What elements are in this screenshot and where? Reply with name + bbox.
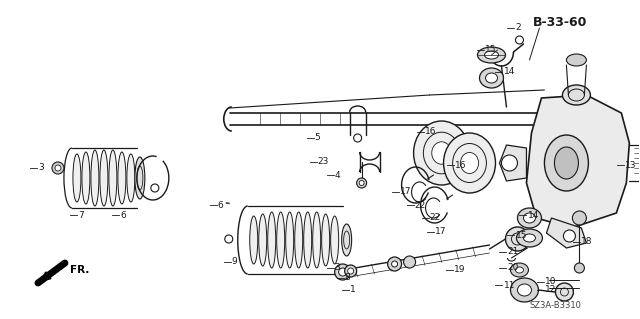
Ellipse shape xyxy=(575,263,584,273)
Ellipse shape xyxy=(304,212,312,268)
Ellipse shape xyxy=(322,214,330,266)
Text: 23: 23 xyxy=(317,158,329,167)
Text: 7: 7 xyxy=(78,211,84,219)
Ellipse shape xyxy=(515,267,524,273)
Text: 8: 8 xyxy=(345,273,350,283)
Text: 17: 17 xyxy=(399,188,411,197)
Ellipse shape xyxy=(268,212,276,268)
Text: 4: 4 xyxy=(335,170,340,180)
Ellipse shape xyxy=(331,216,339,264)
Text: 12: 12 xyxy=(545,286,557,294)
Ellipse shape xyxy=(127,154,135,202)
Ellipse shape xyxy=(563,85,590,105)
Ellipse shape xyxy=(313,212,321,268)
Text: 19: 19 xyxy=(454,265,465,275)
Ellipse shape xyxy=(545,135,588,191)
Ellipse shape xyxy=(250,216,258,264)
Ellipse shape xyxy=(511,263,529,277)
Text: 1: 1 xyxy=(349,286,355,294)
Text: 15: 15 xyxy=(484,46,496,55)
Circle shape xyxy=(515,36,524,44)
Ellipse shape xyxy=(259,214,267,266)
Text: B-33-60: B-33-60 xyxy=(532,16,587,28)
Text: 10: 10 xyxy=(545,278,557,286)
Ellipse shape xyxy=(276,212,285,268)
Ellipse shape xyxy=(52,162,64,174)
Ellipse shape xyxy=(345,265,356,277)
Text: FR.: FR. xyxy=(70,265,90,275)
Circle shape xyxy=(502,155,518,171)
Ellipse shape xyxy=(82,152,90,204)
Ellipse shape xyxy=(339,268,347,276)
Text: 14: 14 xyxy=(504,68,515,77)
Text: 14: 14 xyxy=(527,211,539,219)
Text: SZ3A-B3310: SZ3A-B3310 xyxy=(529,300,581,309)
Text: 22: 22 xyxy=(415,201,426,210)
Circle shape xyxy=(506,227,529,251)
Ellipse shape xyxy=(55,165,61,171)
Text: 21: 21 xyxy=(508,248,519,256)
Ellipse shape xyxy=(477,47,506,63)
Text: 9: 9 xyxy=(232,257,237,266)
Text: 6: 6 xyxy=(120,211,125,219)
Text: 6: 6 xyxy=(218,201,223,210)
Circle shape xyxy=(556,283,573,301)
Text: 15: 15 xyxy=(515,231,527,240)
Ellipse shape xyxy=(335,264,351,280)
Ellipse shape xyxy=(518,208,541,228)
Text: 5: 5 xyxy=(315,133,321,143)
Text: 16: 16 xyxy=(424,128,436,137)
Polygon shape xyxy=(547,218,586,248)
Ellipse shape xyxy=(388,257,401,271)
Ellipse shape xyxy=(348,268,354,274)
Ellipse shape xyxy=(554,147,579,179)
Ellipse shape xyxy=(460,152,479,174)
Ellipse shape xyxy=(285,212,294,268)
Text: 2: 2 xyxy=(515,24,521,33)
Ellipse shape xyxy=(479,68,504,88)
Polygon shape xyxy=(499,145,527,181)
Text: 3: 3 xyxy=(38,164,44,173)
Polygon shape xyxy=(38,275,46,283)
Text: 18: 18 xyxy=(581,238,593,247)
Ellipse shape xyxy=(444,133,495,193)
Text: 20: 20 xyxy=(508,263,519,272)
Ellipse shape xyxy=(100,150,108,206)
Ellipse shape xyxy=(109,150,117,206)
Ellipse shape xyxy=(91,150,99,206)
Circle shape xyxy=(354,134,362,142)
Ellipse shape xyxy=(524,234,536,242)
Ellipse shape xyxy=(511,278,538,302)
Ellipse shape xyxy=(73,154,81,202)
Ellipse shape xyxy=(516,229,543,247)
Text: 11: 11 xyxy=(504,280,515,290)
Polygon shape xyxy=(527,95,629,228)
Ellipse shape xyxy=(118,152,126,204)
Text: 3: 3 xyxy=(335,263,340,272)
Ellipse shape xyxy=(294,212,303,268)
Text: 17: 17 xyxy=(435,227,446,236)
Ellipse shape xyxy=(566,54,586,66)
Ellipse shape xyxy=(356,178,367,188)
Text: 22: 22 xyxy=(429,213,441,222)
Ellipse shape xyxy=(572,211,586,225)
Ellipse shape xyxy=(413,121,470,185)
Ellipse shape xyxy=(518,284,531,296)
Circle shape xyxy=(563,230,575,242)
Ellipse shape xyxy=(342,224,351,256)
Ellipse shape xyxy=(359,181,364,186)
Ellipse shape xyxy=(486,73,497,83)
Ellipse shape xyxy=(135,157,145,199)
Ellipse shape xyxy=(392,261,397,267)
Ellipse shape xyxy=(524,213,536,223)
Ellipse shape xyxy=(484,51,499,59)
Text: 16: 16 xyxy=(454,160,466,169)
Text: 13: 13 xyxy=(625,160,637,169)
Ellipse shape xyxy=(404,256,415,268)
Ellipse shape xyxy=(432,142,451,164)
